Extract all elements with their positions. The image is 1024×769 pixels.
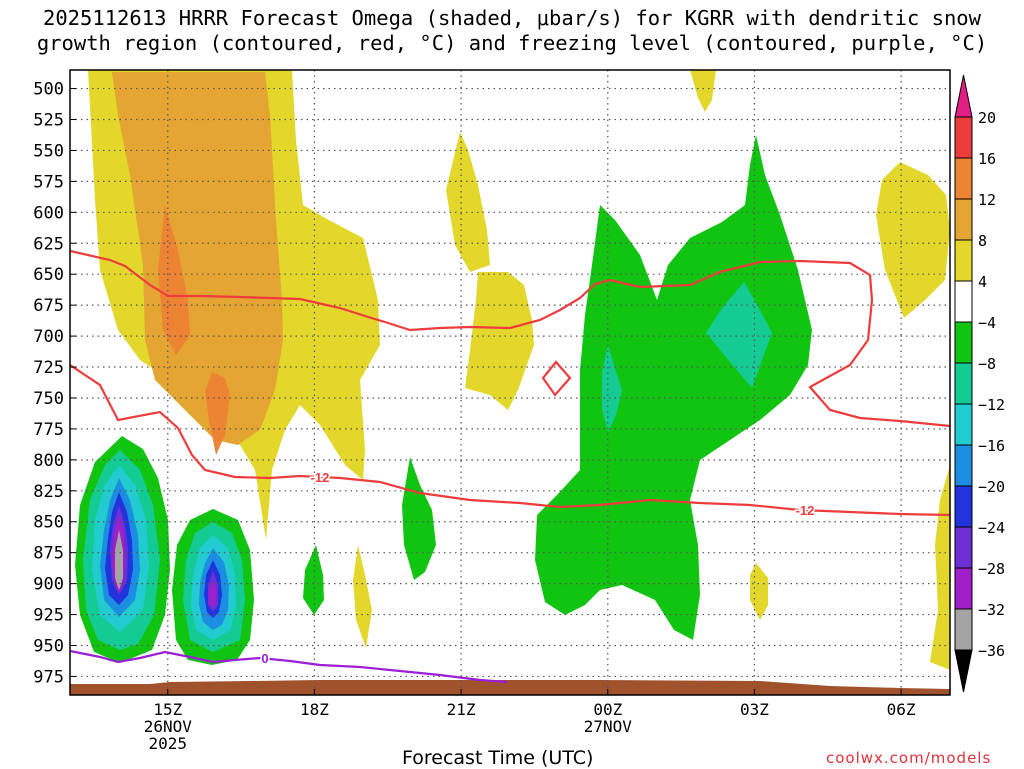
x-tick-label: 06Z (887, 700, 916, 719)
colorbar-bin (954, 157, 973, 200)
omega-minus8-center-a (602, 345, 622, 432)
y-tick-label: 825 (33, 482, 64, 502)
gridlines (70, 70, 950, 695)
omega-4-8-small-low (750, 563, 768, 620)
x-tick-label: 03Z (740, 700, 769, 719)
colorbar-bin (954, 403, 973, 446)
colorbar-label: 12 (978, 191, 996, 209)
credit-text: coolwx.com/models (826, 749, 992, 767)
omega-4-8-right-low (930, 465, 950, 670)
dgz-contour-lower (70, 364, 950, 517)
y-tick-label: 925 (33, 606, 64, 626)
ground-terrain (70, 680, 950, 695)
colorbar-bin (954, 567, 973, 610)
y-axis: 500 525 550 575 600 625 650 675 700 725 750 775 800 8… (33, 80, 76, 687)
colorbar-bin (954, 239, 973, 282)
omega-4-8-right (876, 162, 950, 318)
omega-minus4-small-b (303, 545, 324, 615)
x-tick-label: 26NOV (144, 717, 193, 736)
colorbar-label: 4 (978, 273, 987, 291)
colorbar-bin (954, 321, 973, 364)
freezing-level-contour (70, 649, 508, 684)
omega-shading (70, 70, 950, 695)
x-tick-label: 27NOV (584, 717, 633, 736)
colorbar-bin (954, 198, 973, 241)
omega-12-16-lower (205, 372, 230, 455)
contour-lines (70, 249, 950, 684)
y-tick-label: 575 (33, 172, 64, 192)
colorbar-label: −36 (978, 642, 1005, 660)
dgz-contour-loop (541, 360, 572, 397)
colorbar-bin (954, 116, 973, 159)
dgz-contour-upper (70, 249, 950, 428)
omega-minus4-center (535, 135, 812, 640)
colorbar-label: −24 (978, 519, 1005, 537)
plot-frame (69, 69, 951, 696)
y-tick-label: 850 (33, 513, 64, 533)
y-tick-label: 500 (33, 80, 64, 100)
omega-12-16-upper (158, 205, 190, 355)
omega-blob2-minus28 (209, 580, 216, 607)
y-tick-label: 625 (33, 234, 64, 254)
y-tick-label: 900 (33, 575, 64, 595)
y-tick-label: 875 (33, 544, 64, 564)
colorbar-label: −28 (978, 560, 1005, 578)
omega-4-8-top-right (690, 70, 716, 112)
y-tick-label: 775 (33, 420, 64, 440)
omega-8-12-core (112, 72, 283, 445)
dgz-label-left: -12 (311, 470, 330, 485)
omega-4-8-blob-a (446, 132, 490, 272)
colorbar-bin (954, 444, 973, 487)
title-line-1: 2025112613 HRRR Forecast Omega (shaded, … (43, 6, 981, 30)
omega-4-8-blob-b (465, 272, 534, 410)
freezing-level-label: 0 (261, 651, 268, 666)
colorbar-label: −4 (978, 314, 996, 332)
colorbar-label: −20 (978, 478, 1005, 496)
colorbar-bin (954, 280, 973, 323)
omega-minus4-small-a (402, 457, 436, 580)
colorbar-bin (954, 362, 973, 405)
colorbar-label: 20 (978, 109, 996, 127)
colorbar-arrow-top (954, 74, 973, 118)
colorbar-bin (954, 608, 973, 651)
x-tick-label: 18Z (300, 700, 329, 719)
y-tick-label: 750 (33, 389, 64, 409)
colorbar-label: −8 (978, 355, 996, 373)
y-tick-label: 650 (33, 265, 64, 285)
x-axis-title: Forecast Time (UTC) (402, 747, 594, 769)
omega-4-8-blob-c (353, 545, 372, 648)
y-tick-label: 525 (33, 111, 64, 131)
x-tick-label: 00Z (593, 700, 622, 719)
colorbar-label: 16 (978, 150, 996, 168)
colorbar-label: 8 (978, 232, 987, 250)
x-tick-label: 2025 (149, 734, 188, 753)
y-tick-label: 600 (33, 203, 64, 223)
y-tick-label: 800 (33, 451, 64, 471)
colorbar-label: −16 (978, 437, 1005, 455)
dgz-label-right: -12 (796, 503, 815, 518)
contour-labels: -12 -12 0 (260, 469, 816, 668)
y-tick-label: 725 (33, 358, 64, 378)
colorbar-arrow-bottom (954, 649, 973, 693)
colorbar: 20 16 12 8 4 −4 −8 −12 −16 −20 −24 −28 −32 −36 (954, 74, 1005, 693)
x-tick-label: 15Z (153, 700, 182, 719)
omega-minus8-center-b (706, 282, 772, 388)
omega-blob1-minus32 (115, 530, 123, 590)
colorbar-bin (954, 485, 973, 528)
y-tick-label: 550 (33, 141, 64, 161)
y-tick-label: 950 (33, 636, 64, 656)
y-tick-label: 675 (33, 296, 64, 316)
chart-title: 2025112613 HRRR Forecast Omega (shaded, … (0, 6, 1024, 56)
title-line-2: growth region (contoured, red, °C) and f… (36, 31, 988, 55)
colorbar-bin (954, 526, 973, 569)
y-tick-label: 975 (33, 667, 64, 687)
y-tick-label: 700 (33, 327, 64, 347)
x-tick-label: 21Z (447, 700, 476, 719)
colorbar-label: −32 (978, 601, 1005, 619)
colorbar-label: −12 (978, 396, 1005, 414)
